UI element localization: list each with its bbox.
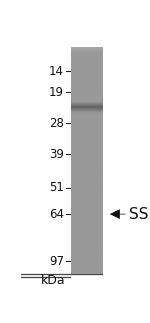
Text: 64: 64 (49, 208, 64, 221)
Text: 14: 14 (49, 65, 64, 78)
Text: 28: 28 (49, 117, 64, 130)
Text: 51: 51 (49, 182, 64, 194)
Text: 39: 39 (49, 148, 64, 161)
Text: 19: 19 (49, 86, 64, 99)
Text: 97: 97 (49, 255, 64, 268)
Text: SSR1: SSR1 (129, 207, 150, 222)
Text: kDa: kDa (41, 275, 65, 287)
